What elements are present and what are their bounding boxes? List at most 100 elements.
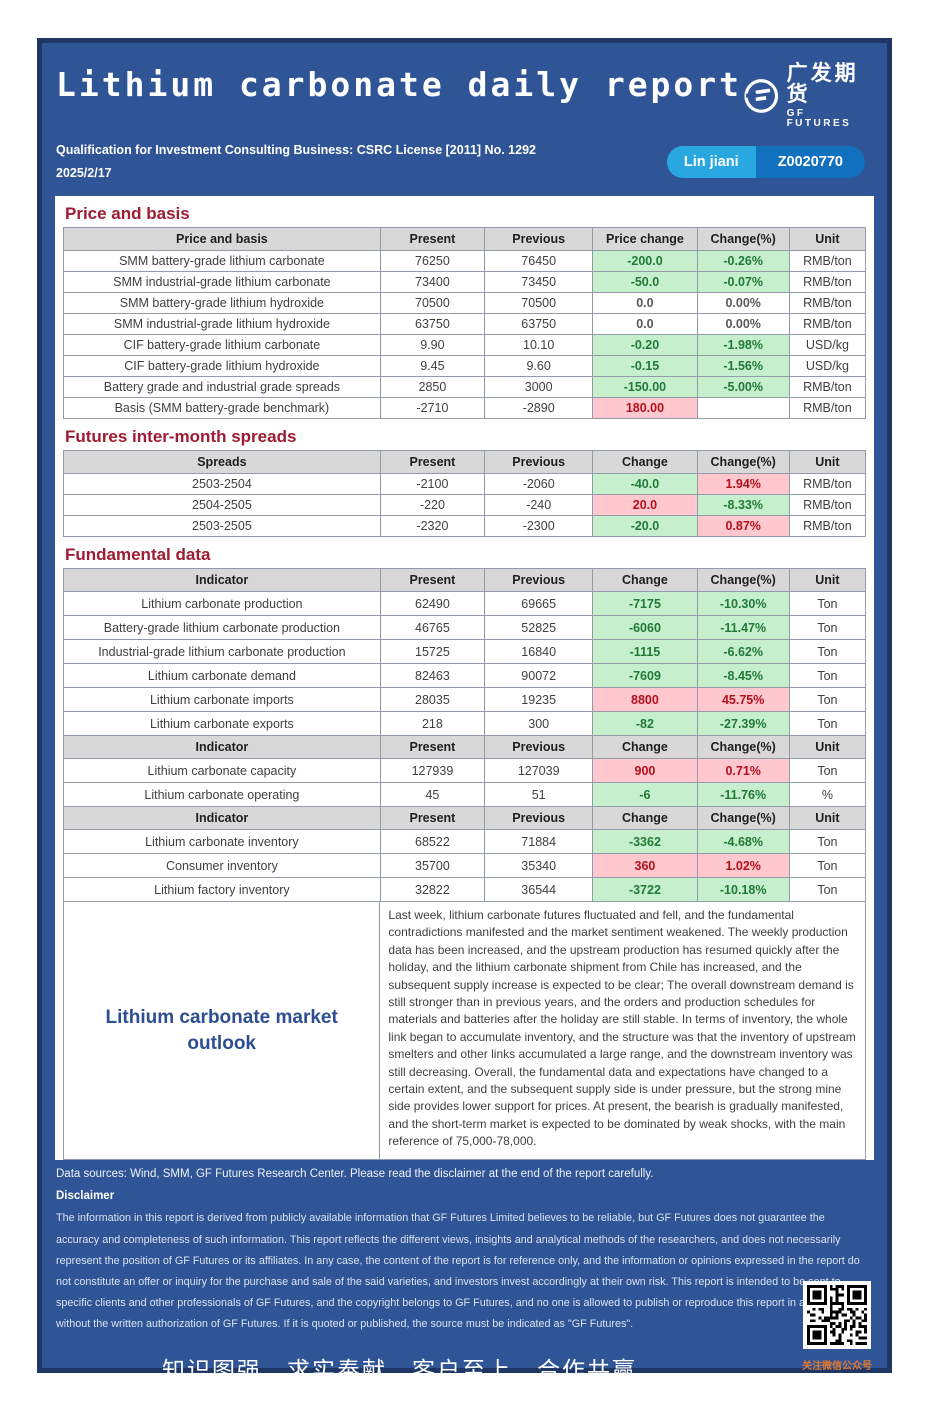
table-cell: 68522 (379, 829, 486, 854)
table-cell: 8800 (592, 687, 698, 712)
table-cell: Ton (788, 687, 867, 712)
section-title-price-and-basis: Price and basis (65, 204, 190, 223)
table-cell: -7609 (592, 663, 698, 688)
section-title-fundamental-data: Fundamental data (65, 545, 211, 564)
table-cell: -6 (592, 782, 698, 807)
table-cell: 73400 (379, 271, 486, 293)
column-header: Indicator (63, 568, 381, 592)
column-header: Change (592, 735, 698, 759)
column-header: Change(%) (696, 806, 790, 830)
table-cell: 0.87% (696, 515, 790, 537)
table-cell: 2503-2505 (63, 515, 381, 537)
column-header: Present (379, 227, 486, 251)
column-header: Unit (788, 450, 867, 474)
futures-spreads-table: Spreads Present Previous Change Change(%) Uni… (63, 450, 867, 537)
market-outlook-text: Last week, lithium carbonate futures flu… (388, 908, 856, 1149)
column-header: Unit (788, 735, 867, 759)
fundamental-data-table: Indicator Present Previous Change Change(%) U… (63, 568, 867, 902)
table-cell: -1.56% (696, 355, 790, 377)
table-cell: USD/kg (788, 355, 867, 377)
table-cell: Basis (SMM battery-grade benchmark) (63, 397, 381, 419)
table-cell: -27.39% (696, 711, 790, 736)
column-header: Spreads (63, 450, 381, 474)
column-header: Change (592, 806, 698, 830)
table-cell: RMB/ton (788, 397, 867, 419)
table-cell: 218 (379, 711, 486, 736)
table-cell: 35340 (484, 853, 594, 878)
wechat-qr-block: 关注微信公众号 (801, 1281, 873, 1372)
table-cell: Ton (788, 639, 867, 664)
column-header: Unit (788, 806, 867, 830)
data-sources-line: Data sources: Wind, SMM, GF Futures Rese… (56, 1168, 654, 1181)
table-row: CIF battery-grade lithium hydroxide 9.45 9… (63, 355, 867, 377)
table-cell: RMB/ton (788, 376, 867, 398)
table-cell: 127039 (484, 758, 594, 783)
table-cell: 63750 (484, 313, 594, 335)
table-cell: USD/kg (788, 334, 867, 356)
table-header-row: Price and basis Present Previous Price chan… (63, 227, 867, 251)
table-cell: 1.02% (696, 853, 790, 878)
table-cell: 0.71% (696, 758, 790, 783)
table-row: Battery-grade lithium carbonate producti… (63, 615, 867, 640)
gf-futures-logo: 广发期货 GF FUTURES (742, 57, 871, 129)
table-cell: % (788, 782, 867, 807)
table-cell: Lithium carbonate operating (63, 782, 381, 807)
gf-futures-logo-icon (744, 79, 779, 113)
table-row: Lithium carbonate exports 218 300 -82 -27.39… (63, 711, 867, 736)
table-cell: -8.45% (696, 663, 790, 688)
table-cell: 45 (379, 782, 486, 807)
table-cell: 10.10 (484, 334, 594, 356)
table-cell: RMB/ton (788, 250, 867, 272)
table-cell: Ton (788, 711, 867, 736)
qualification-line: Qualification for Investment Consulting … (56, 143, 536, 157)
column-header: Change(%) (696, 735, 790, 759)
column-header: Change (592, 450, 698, 474)
table-row: Battery grade and industrial grade sprea… (63, 376, 867, 398)
table-cell: Ton (788, 758, 867, 783)
table-cell: -6.62% (696, 639, 790, 664)
table-cell: -10.18% (696, 877, 790, 902)
table-cell: -3722 (592, 877, 698, 902)
table-cell: Lithium carbonate inventory (63, 829, 381, 854)
disclaimer-title: Disclaimer (56, 1190, 115, 1203)
table-cell: 9.60 (484, 355, 594, 377)
table-cell: RMB/ton (788, 271, 867, 293)
table-row: Consumer inventory 35700 35340 360 1.02% Ton (63, 853, 867, 878)
analyst-name: Lin jiani (666, 145, 756, 178)
table-cell: -11.47% (696, 615, 790, 640)
table-cell: 52825 (484, 615, 594, 640)
column-header: Change (592, 568, 698, 592)
content-card: Price and basis Price and basis Present Pr… (55, 196, 874, 1161)
table-cell: RMB/ton (788, 473, 867, 495)
table-cell: 73450 (484, 271, 594, 293)
table-cell: Lithium carbonate capacity (63, 758, 381, 783)
company-slogan: 知识图强，求实奉献，客户至上，合作共赢 (162, 1357, 637, 1384)
column-header: Present (379, 735, 486, 759)
table-cell: -4.68% (696, 829, 790, 854)
table-cell: 15725 (379, 639, 486, 664)
table-row: 2504-2505 -220 -240 20.0 -8.33% RMB/ton (63, 494, 867, 516)
market-outlook-title: Lithium carbonate market outlook (105, 1007, 338, 1054)
table-cell: Battery grade and industrial grade sprea… (63, 376, 381, 398)
table-cell: 76250 (379, 250, 486, 272)
table-header-row: Indicator Present Previous Change Change(%) U… (63, 568, 867, 592)
table-cell: 0.00% (696, 313, 790, 335)
table-row: Industrial-grade lithium carbonate produ… (63, 639, 867, 664)
table-cell: 127939 (379, 758, 486, 783)
table-cell: -5.00% (696, 376, 790, 398)
analyst-license: Z0020770 (755, 145, 865, 178)
table-cell: -11.76% (696, 782, 790, 807)
table-cell: -6060 (592, 615, 698, 640)
table-row: Lithium carbonate demand 82463 90072 -7609-… (63, 663, 867, 688)
table-cell: -1.98% (696, 334, 790, 356)
table-cell: 20.0 (592, 494, 698, 516)
table-cell: CIF battery-grade lithium carbonate (63, 334, 381, 356)
table-cell: 63750 (379, 313, 486, 335)
table-cell: 35700 (379, 853, 486, 878)
table-cell: 19235 (484, 687, 594, 712)
table-cell: 62490 (379, 591, 486, 616)
table-cell: Battery-grade lithium carbonate producti… (63, 615, 381, 640)
table-row: Lithium carbonate capacity 127939 127039 90… (63, 758, 867, 783)
table-cell: 2850 (379, 376, 486, 398)
